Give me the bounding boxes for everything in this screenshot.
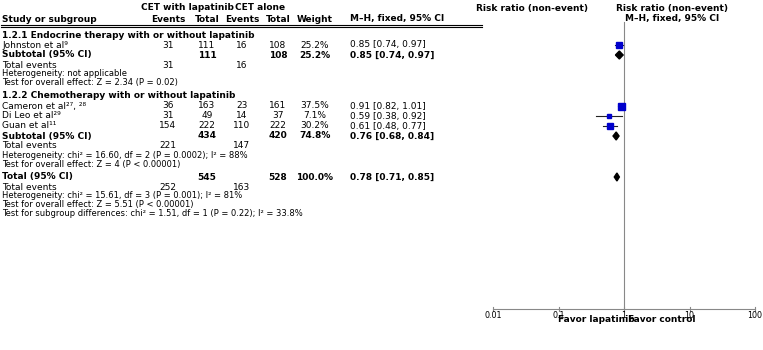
Text: 1.2.1 Endocrine therapy with or without lapatinib: 1.2.1 Endocrine therapy with or without … [2,30,255,40]
Bar [618,103,625,110]
Text: 14: 14 [237,112,248,120]
Text: 108: 108 [269,41,287,49]
Text: 74.8%: 74.8% [299,132,330,140]
Text: 23: 23 [237,102,248,111]
Text: 147: 147 [233,141,250,150]
Text: 110: 110 [233,121,250,131]
Text: 25.2%: 25.2% [299,50,330,60]
Text: Total (95% CI): Total (95% CI) [2,173,73,182]
Text: Total: Total [266,14,291,23]
Text: 100: 100 [748,312,762,321]
Text: Heterogeneity: not applicable: Heterogeneity: not applicable [2,70,127,78]
Text: 30.2%: 30.2% [301,121,330,131]
Text: 434: 434 [198,132,217,140]
Text: Guan et al¹¹: Guan et al¹¹ [2,121,56,131]
Text: M–H, fixed, 95% CI: M–H, fixed, 95% CI [625,14,719,23]
Text: 36: 36 [163,102,174,111]
Text: 545: 545 [198,173,217,182]
Text: Total: Total [195,14,220,23]
Text: Test for overall effect: Z = 4 (P < 0.00001): Test for overall effect: Z = 4 (P < 0.00… [2,160,180,168]
Text: 1.2.2 Chemotherapy with or without lapatinib: 1.2.2 Chemotherapy with or without lapat… [2,91,235,100]
Text: Di Leo et al²⁹: Di Leo et al²⁹ [2,112,61,120]
Text: Events: Events [151,14,185,23]
Text: 222: 222 [198,121,215,131]
Text: 221: 221 [159,141,176,150]
Text: 222: 222 [269,121,286,131]
Text: 31: 31 [163,112,174,120]
Text: 10: 10 [684,312,694,321]
Text: 49: 49 [201,112,213,120]
Text: Subtotal (95% CI): Subtotal (95% CI) [2,132,92,140]
Text: 0.01: 0.01 [485,312,502,321]
Text: Heterogeneity: chi² = 16.60, df = 2 (P = 0.0002); I² = 88%: Heterogeneity: chi² = 16.60, df = 2 (P =… [2,150,248,160]
Text: Test for overall effect: Z = 5.51 (P < 0.00001): Test for overall effect: Z = 5.51 (P < 0… [2,201,194,210]
Text: 108: 108 [269,50,288,60]
Text: Subtotal (95% CI): Subtotal (95% CI) [2,50,92,60]
Text: Test for subgroup differences: chi² = 1.51, df = 1 (P = 0.22); I² = 33.8%: Test for subgroup differences: chi² = 1.… [2,210,303,218]
Text: 111: 111 [198,50,217,60]
Text: Weight: Weight [297,14,333,23]
Bar [617,42,623,48]
Text: 111: 111 [198,41,216,49]
Text: Favor control: Favor control [628,315,696,324]
Text: 16: 16 [237,61,248,70]
Text: CET alone: CET alone [235,4,285,13]
Text: 252: 252 [159,182,176,191]
Text: Total events: Total events [2,182,56,191]
Text: 0.76 [0.68, 0.84]: 0.76 [0.68, 0.84] [350,132,434,140]
Text: 37.5%: 37.5% [301,102,330,111]
Bar [607,123,613,129]
Text: CET with lapatinib: CET with lapatinib [140,4,233,13]
Text: 25.2%: 25.2% [301,41,330,49]
Text: 37: 37 [272,112,284,120]
Text: 0.59 [0.38, 0.92]: 0.59 [0.38, 0.92] [350,112,426,120]
Text: 0.1: 0.1 [552,312,565,321]
Text: 0.85 [0.74, 0.97]: 0.85 [0.74, 0.97] [350,41,426,49]
Text: 420: 420 [269,132,288,140]
Text: 31: 31 [163,41,174,49]
Text: 100.0%: 100.0% [297,173,333,182]
Text: Risk ratio (non-event): Risk ratio (non-event) [476,4,588,13]
Text: 528: 528 [269,173,288,182]
Text: Risk ratio (non-event): Risk ratio (non-event) [616,4,728,13]
Text: 7.1%: 7.1% [304,112,327,120]
Text: 0.61 [0.48, 0.77]: 0.61 [0.48, 0.77] [350,121,426,131]
Text: 31: 31 [163,61,174,70]
Bar [607,114,611,118]
Text: 163: 163 [233,182,250,191]
Text: 154: 154 [159,121,176,131]
Text: 163: 163 [198,102,216,111]
Polygon shape [616,51,623,59]
Text: 0.78 [0.71, 0.85]: 0.78 [0.71, 0.85] [350,173,434,182]
Polygon shape [613,132,619,140]
Text: 16: 16 [237,41,248,49]
Text: Total events: Total events [2,61,56,70]
Text: Heterogeneity: chi² = 15.61, df = 3 (P = 0.001); I² = 81%: Heterogeneity: chi² = 15.61, df = 3 (P =… [2,191,242,201]
Text: 0.91 [0.82, 1.01]: 0.91 [0.82, 1.01] [350,102,426,111]
Text: 1: 1 [622,312,626,321]
Text: Cameron et al²⁷, ²⁸: Cameron et al²⁷, ²⁸ [2,102,86,111]
Text: 0.85 [0.74, 0.97]: 0.85 [0.74, 0.97] [350,50,434,60]
Text: Favor lapatinib: Favor lapatinib [558,315,634,324]
Text: M–H, fixed, 95% CI: M–H, fixed, 95% CI [350,14,444,23]
Polygon shape [614,173,620,181]
Text: Total events: Total events [2,141,56,150]
Text: Study or subgroup: Study or subgroup [2,14,97,23]
Text: 161: 161 [269,102,287,111]
Text: Events: Events [225,14,259,23]
Text: Johnston et al⁹: Johnston et al⁹ [2,41,68,49]
Text: Test for overall effect: Z = 2.34 (P = 0.02): Test for overall effect: Z = 2.34 (P = 0… [2,78,178,88]
